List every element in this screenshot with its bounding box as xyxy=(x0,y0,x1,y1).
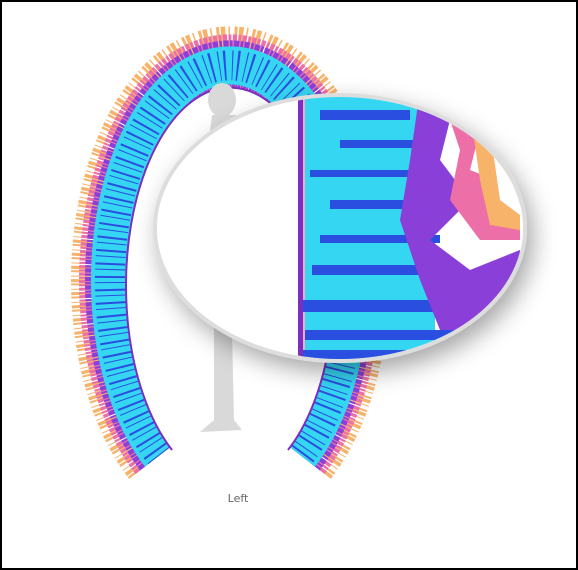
page: {"label": "Left"} xyxy=(0,0,578,570)
screenshot: Left xyxy=(0,0,578,570)
caption: Left xyxy=(228,492,249,505)
